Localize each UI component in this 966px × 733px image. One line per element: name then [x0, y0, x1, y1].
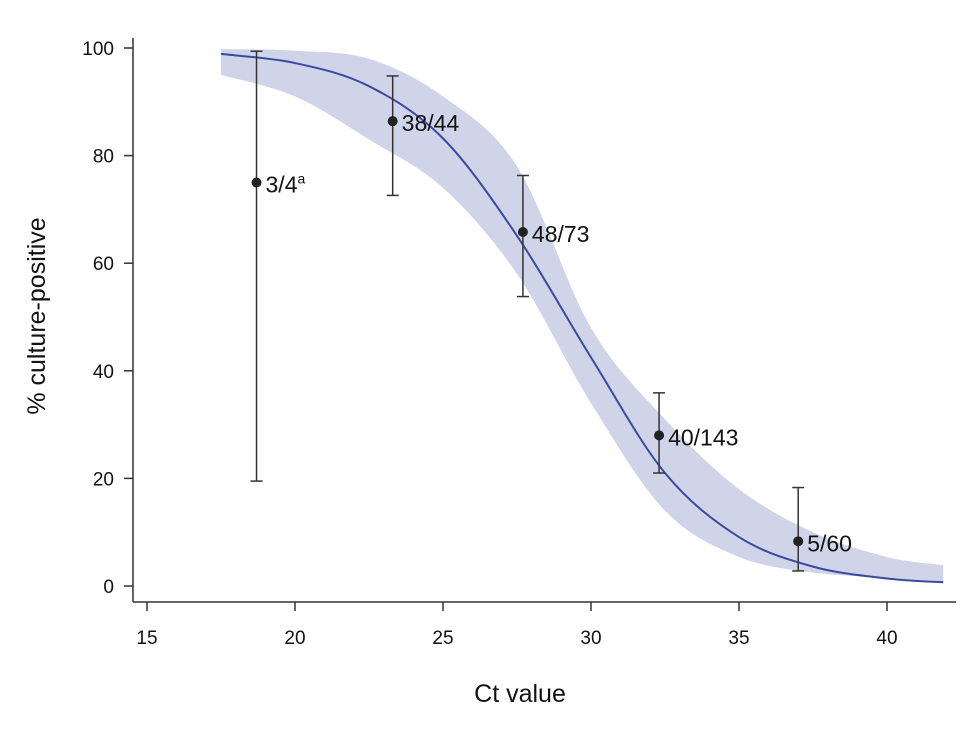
data-point-group: 48/73 [516, 174, 590, 298]
data-point [517, 226, 528, 237]
x-tick-label: 15 [136, 628, 157, 649]
data-point-group: 5/60 [792, 486, 852, 572]
x-axis-label: Ct value [474, 680, 566, 708]
x-tick-label: 30 [580, 628, 601, 649]
y-tick-label: 80 [93, 147, 114, 168]
data-label: 48/73 [532, 221, 590, 247]
y-tick-label: 100 [82, 39, 114, 60]
y-tick-label: 0 [103, 577, 114, 598]
y-tick-label: 20 [93, 469, 114, 490]
data-label-text: 40/143 [668, 424, 738, 450]
data-label: 38/44 [402, 110, 460, 136]
data-label: 40/143 [668, 424, 738, 450]
data-label-text: 38/44 [402, 110, 460, 136]
confidence-band [221, 49, 944, 584]
data-point [793, 536, 804, 547]
data-label-footnote: a [298, 171, 306, 187]
x-tick-label: 20 [284, 628, 305, 649]
y-axis-label: % culture-positive [23, 217, 51, 414]
y-tick-label: 60 [93, 254, 114, 275]
data-point-group: 38/44 [386, 75, 460, 197]
data-point [251, 177, 262, 188]
data-label-text: 5/60 [807, 530, 852, 556]
data-label-text: 3/4 [266, 172, 298, 198]
data-point-group: 3/4a [250, 50, 306, 482]
data-label-text: 48/73 [532, 221, 590, 247]
x-tick-label: 40 [876, 628, 897, 649]
x-tick-label: 25 [432, 628, 453, 649]
data-point-group: 40/143 [653, 392, 738, 474]
data-point [387, 116, 398, 127]
y-tick-label: 40 [93, 362, 114, 383]
data-point [654, 430, 665, 441]
x-tick-label: 35 [728, 628, 749, 649]
fitted-curve [220, 52, 944, 584]
data-label: 3/4a [266, 171, 306, 198]
data-label: 5/60 [807, 530, 852, 556]
